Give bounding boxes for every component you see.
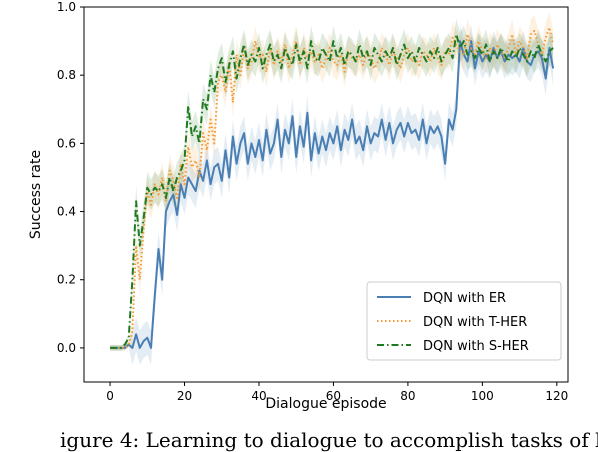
y-tick-label: 0.0 bbox=[57, 341, 76, 355]
legend: DQN with ER DQN with T-HER DQN with S-HER bbox=[366, 281, 562, 361]
band-dqn-with-er bbox=[110, 24, 554, 365]
x-tick-label: 80 bbox=[400, 389, 415, 403]
y-tick-label: 0.2 bbox=[57, 273, 76, 287]
series-lines bbox=[110, 26, 555, 349]
band-dqn-with-s-her bbox=[110, 18, 554, 351]
x-tick-label: 60 bbox=[326, 389, 341, 403]
x-tick-label: 20 bbox=[177, 389, 192, 403]
x-tick-label: 0 bbox=[106, 389, 114, 403]
x-tick-label: 100 bbox=[471, 389, 494, 403]
x-tick-label: 120 bbox=[545, 389, 568, 403]
confidence-bands bbox=[110, 12, 554, 365]
legend-label: DQN with ER bbox=[423, 291, 506, 306]
series-line-dqn-with-er bbox=[110, 40, 555, 349]
y-axis-label: Success rate bbox=[28, 150, 44, 239]
band-dqn-with-t-her bbox=[110, 12, 554, 351]
y-tick-label: 0.6 bbox=[57, 136, 76, 150]
y-tick-label: 1.0 bbox=[57, 0, 76, 14]
x-axis-label: Dialogue episode bbox=[265, 396, 386, 412]
plot-frame bbox=[83, 6, 569, 383]
legend-label: DQN with S-HER bbox=[423, 339, 529, 354]
legend-label: DQN with T-HER bbox=[423, 315, 527, 330]
series-line-dqn-with-s-her bbox=[110, 33, 554, 349]
y-tick-label: 0.4 bbox=[57, 205, 76, 219]
y-tick-label: 0.8 bbox=[57, 68, 76, 82]
figure-caption: igure 4: Learning to dialogue to accompl… bbox=[60, 428, 598, 452]
legend-box bbox=[366, 281, 562, 361]
axis-ticks: 0 20 40 60 80 100 120 0.0 0.2 0.4 0.6 0.8 1.0 bbox=[57, 0, 568, 403]
x-tick-label: 40 bbox=[251, 389, 266, 403]
